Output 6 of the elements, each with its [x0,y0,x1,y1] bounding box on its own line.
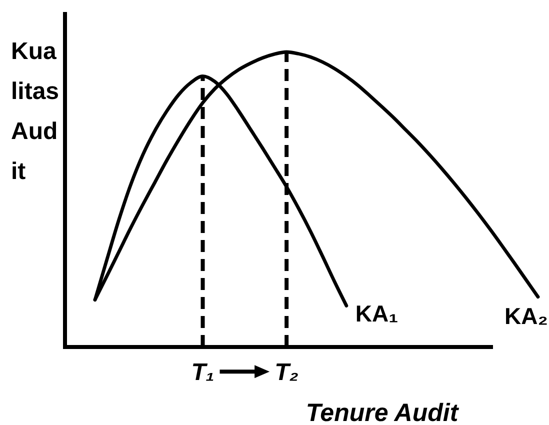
x-axis-title: Tenure Audit [304,398,460,425]
series-label: KA₂ [504,302,548,329]
x-tick-label: T₂ [274,359,298,386]
series-label: KA₁ [355,300,398,327]
x-tick-label: T₁ [191,359,214,386]
y-axis-title: Kualitas Audit [11,37,60,187]
